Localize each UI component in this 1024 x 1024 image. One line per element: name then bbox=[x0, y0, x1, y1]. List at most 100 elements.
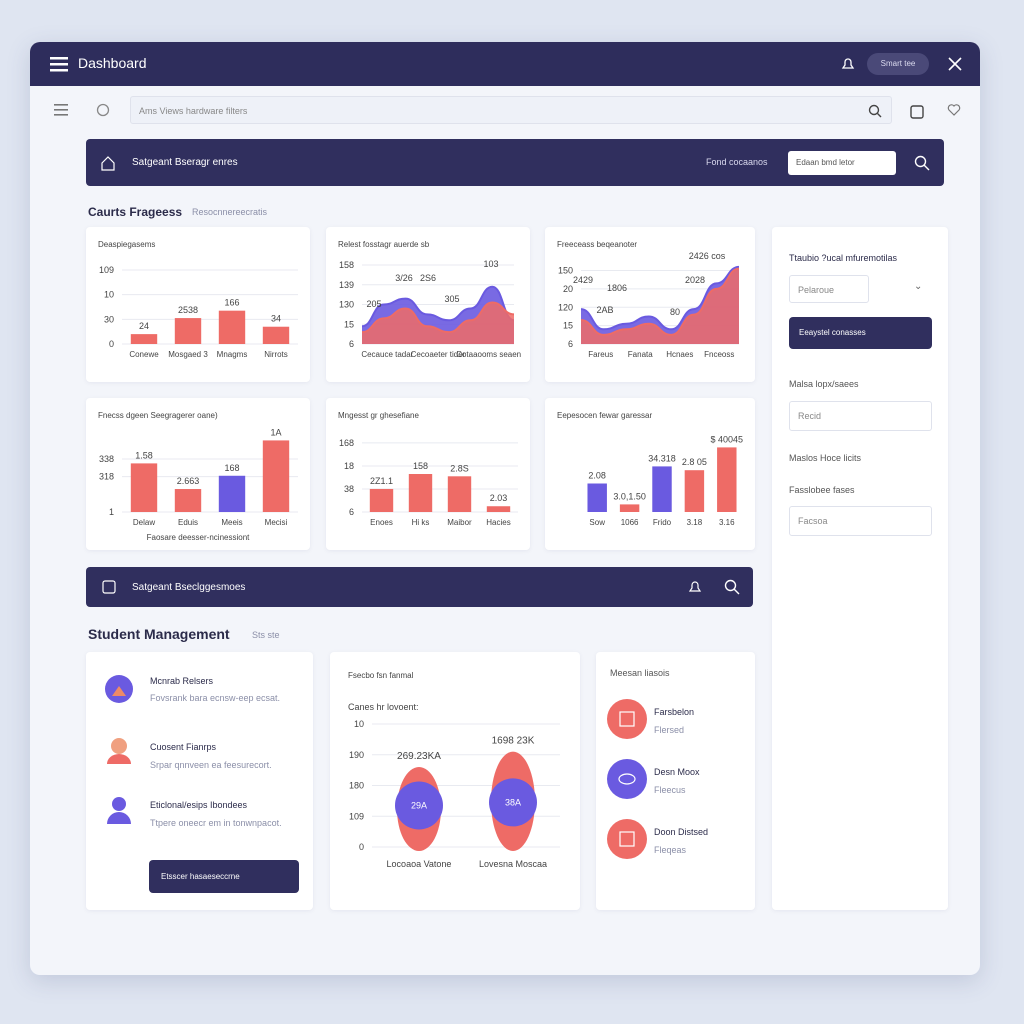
line bbox=[361, 301, 515, 334]
search-icon[interactable] bbox=[914, 155, 930, 171]
bar-label: 2.03 bbox=[490, 493, 508, 503]
y-tick-label: 109 bbox=[349, 811, 364, 821]
bar bbox=[218, 310, 246, 344]
chevron[interactable]: ⌄ bbox=[914, 281, 923, 292]
banner-title: Satgeant Bseragr enres bbox=[132, 157, 238, 168]
heart-icon[interactable] bbox=[947, 103, 961, 117]
y-tick-label: 6 bbox=[568, 339, 573, 349]
header-button[interactable]: Smart tee bbox=[867, 53, 929, 75]
menu-icon[interactable] bbox=[54, 104, 68, 116]
x-tick-label: Cecoaeter tider bbox=[411, 350, 466, 359]
contact-sub: Fleqeas bbox=[654, 845, 687, 855]
bar-label: 1.58 bbox=[135, 450, 153, 460]
x-tick-label: Meeis bbox=[221, 518, 242, 527]
menu-icon[interactable] bbox=[50, 56, 68, 72]
x-tick-label: Fareus bbox=[588, 350, 613, 359]
chart-title: Relest fosstagr auerde sb bbox=[338, 240, 430, 249]
management-subtitle: Sts ste bbox=[252, 630, 280, 640]
select[interactable]: Pelaroue bbox=[789, 275, 869, 303]
contact-icon bbox=[607, 759, 647, 799]
y-tick-label: 38 bbox=[344, 484, 354, 494]
item-title: Eticlonal/esips Ibondees bbox=[150, 800, 248, 810]
range-center bbox=[395, 781, 443, 830]
search-icon[interactable] bbox=[868, 104, 882, 118]
inner-label: 29A bbox=[411, 800, 427, 810]
dark-select[interactable]: Eeaystel conasses bbox=[789, 317, 932, 349]
search-icon[interactable] bbox=[724, 579, 740, 595]
select[interactable]: Recid bbox=[789, 401, 932, 431]
chart-subtitle: Canes hr lovoent: bbox=[348, 702, 419, 712]
annotation: 2429 bbox=[573, 275, 593, 285]
x-tick-label: Mecisi bbox=[265, 518, 288, 527]
line bbox=[361, 285, 515, 328]
inner-label: 38A bbox=[505, 797, 521, 807]
bar-label: 168 bbox=[224, 463, 239, 473]
bar-label: 2.08 bbox=[588, 471, 606, 481]
x-tick-label: Mosgaed 3 bbox=[168, 350, 208, 359]
avatar bbox=[105, 675, 133, 703]
chart: Eepesocen fewar garessar 2.08 Sow 3.0,1.50 1… bbox=[557, 411, 743, 527]
chart-card: Relest fosstagr auerde sb 6 15 130 139 158 Cec… bbox=[326, 227, 530, 382]
contact-icon bbox=[607, 819, 647, 859]
contact-name: Doon Distsed bbox=[654, 827, 709, 837]
x-tick-label: Hcnaes bbox=[666, 350, 693, 359]
bag-icon[interactable] bbox=[910, 103, 924, 119]
y-tick-label: 168 bbox=[339, 438, 354, 448]
home-icon[interactable] bbox=[100, 155, 116, 171]
bar-label: 166 bbox=[224, 298, 239, 308]
bar bbox=[262, 440, 290, 512]
filter-label: Fasslobee fases bbox=[789, 485, 855, 495]
top-label: 1698 23K bbox=[492, 736, 535, 747]
y-tick-label: 150 bbox=[558, 266, 573, 276]
chart-title: Fsecbo fsn fanmal bbox=[348, 671, 414, 680]
chart-card: Deaspiegasems 0 30 10 109 24 Conewe 2538 Mosgaed… bbox=[86, 227, 310, 382]
y-tick-label: 6 bbox=[349, 507, 354, 517]
y-tick-label: 130 bbox=[339, 300, 354, 310]
bar bbox=[587, 483, 607, 512]
x-tick-label: 3.18 bbox=[687, 518, 703, 527]
bar bbox=[619, 504, 640, 512]
y-tick-label: 338 bbox=[99, 454, 114, 464]
chart-card: Fsecbo fsn fanmal 0 109 180 190 10 Canes hr lo… bbox=[330, 652, 580, 910]
help-icon[interactable] bbox=[96, 103, 110, 117]
bar bbox=[486, 506, 511, 512]
banner-input[interactable]: Edaan bmd letor bbox=[788, 151, 896, 175]
section-subtitle: Resocnnereecratis bbox=[192, 207, 268, 217]
y-tick-label: 109 bbox=[99, 265, 114, 275]
people-card: Mcnrab Relsers Fovsrank bara ecnsw-eep e… bbox=[86, 652, 313, 910]
bar-label: 3.0,1.50 bbox=[613, 491, 646, 501]
doc-icon[interactable] bbox=[102, 580, 116, 594]
annotation: 80 bbox=[670, 307, 680, 317]
line bbox=[580, 267, 740, 336]
search-input[interactable]: Ams Views hardware filters bbox=[130, 96, 892, 124]
x-tick-label: 1066 bbox=[621, 518, 639, 527]
avatar bbox=[107, 738, 131, 764]
filter-label: Maslos Hoce licits bbox=[789, 453, 862, 463]
bar bbox=[684, 470, 705, 512]
action-button[interactable]: Etsscer hasaeseccrne bbox=[149, 860, 299, 893]
filter-panel: Ttaubio ?ucal mfuremotilas Pelaroue ⌄ Ee… bbox=[772, 227, 948, 910]
bar-label: 2.663 bbox=[177, 476, 200, 486]
contact-name: Desn Moox bbox=[654, 767, 700, 777]
annotation: 2426 cos bbox=[689, 251, 726, 261]
bar bbox=[262, 326, 290, 344]
x-tick-label: Mnagms bbox=[217, 350, 248, 359]
close-icon[interactable] bbox=[948, 57, 962, 71]
select[interactable]: Facsoa bbox=[789, 506, 932, 536]
bar bbox=[218, 475, 246, 512]
chart-card: Fnecss dgeen Seegragerer oane) 1 318 338 1.5… bbox=[86, 398, 310, 550]
y-tick-label: 20 bbox=[563, 284, 573, 294]
x-tick-label: Eduis bbox=[178, 518, 198, 527]
chart: Mngesst gr ghesefiane 6 38 18 168 2Z1.1 Enoes 1… bbox=[338, 411, 518, 527]
range-center bbox=[489, 778, 537, 827]
annotation: 3/26 bbox=[395, 273, 413, 283]
annotation: 103 bbox=[483, 259, 498, 269]
contacts-title: Meesan liasois bbox=[610, 668, 670, 678]
y-tick-label: 10 bbox=[354, 719, 364, 729]
bell-icon[interactable] bbox=[840, 56, 856, 72]
y-tick-label: 6 bbox=[349, 339, 354, 349]
section-title: Caurts Frageess bbox=[88, 205, 183, 219]
bar bbox=[652, 466, 672, 512]
bell-icon[interactable] bbox=[688, 580, 702, 594]
x-tick-label: Sow bbox=[589, 518, 605, 527]
